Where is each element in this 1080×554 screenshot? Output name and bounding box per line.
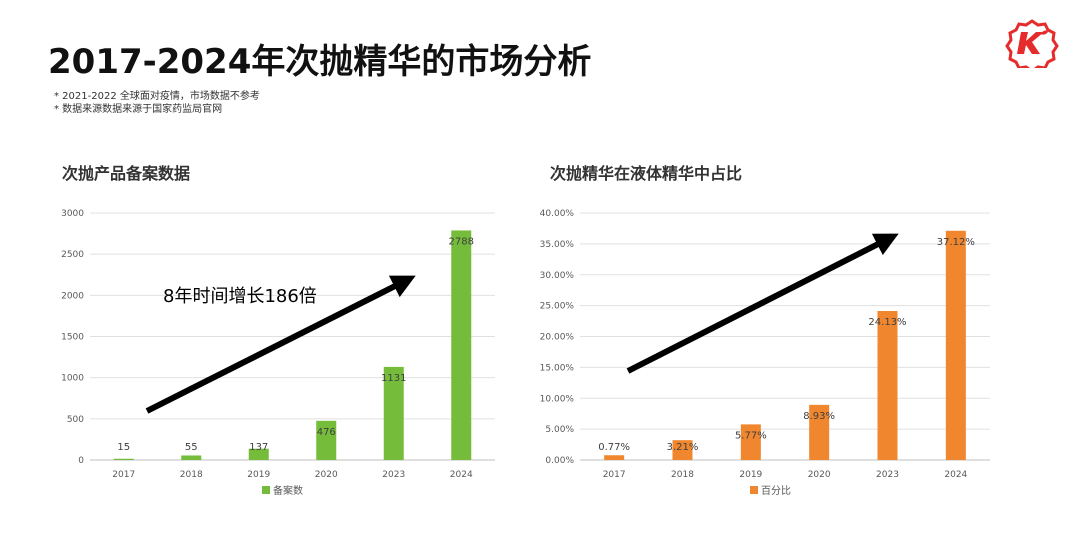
data-label: 137 — [249, 442, 268, 453]
y-tick-label: 40.00% — [540, 209, 575, 219]
x-tick-label: 2017 — [603, 470, 626, 480]
data-label: 5.77% — [735, 430, 767, 441]
bar-2020 — [809, 404, 830, 460]
y-tick-label: 0 — [78, 456, 84, 466]
bar-2023 — [877, 310, 898, 460]
legend-swatch — [750, 486, 758, 494]
y-tick-label: 500 — [67, 415, 84, 425]
y-tick-label: 15.00% — [540, 363, 575, 373]
trend-arrow — [626, 233, 899, 374]
bar-2019 — [740, 424, 761, 460]
legend-label: 百分比 — [761, 485, 791, 497]
note-1: * 2021-2022 全球面对疫情，市场数据不参考 — [54, 91, 260, 102]
bar-2017 — [113, 458, 134, 460]
data-label: 15 — [117, 442, 130, 453]
bar-2024 — [945, 230, 966, 460]
x-tick-label: 2024 — [944, 470, 967, 480]
y-tick-label: 3000 — [61, 209, 84, 219]
page-title: 2017-2024年次抛精华的市场分析 — [48, 42, 592, 82]
x-tick-label: 2023 — [876, 470, 899, 480]
bar-2018 — [672, 440, 693, 460]
y-tick-label: 1000 — [61, 374, 84, 384]
x-tick-label: 2017 — [112, 470, 135, 480]
x-tick-label: 2020 — [315, 470, 338, 480]
y-tick-label: 2500 — [61, 250, 84, 260]
y-tick-label: 5.00% — [545, 425, 574, 435]
chart2-title: 次抛精华在液体精华中占比 — [550, 164, 743, 183]
x-tick-label: 2019 — [247, 470, 270, 480]
data-label: 1131 — [381, 373, 406, 384]
y-tick-label: 10.00% — [540, 394, 575, 404]
data-label: 0.77% — [598, 442, 630, 453]
data-label: 2788 — [449, 236, 474, 247]
data-label: 476 — [317, 427, 336, 438]
x-tick-label: 2018 — [671, 470, 694, 480]
bar-2023 — [383, 366, 404, 460]
y-tick-label: 20.00% — [540, 333, 575, 343]
annotation: 8年时间增长186倍 — [163, 286, 317, 307]
data-label: 24.13% — [868, 317, 906, 328]
y-tick-label: 2000 — [61, 291, 84, 301]
x-tick-label: 2020 — [808, 470, 831, 480]
bar-2020 — [316, 420, 337, 460]
data-label: 37.12% — [937, 237, 975, 248]
data-label: 55 — [185, 442, 198, 453]
bar-2017 — [604, 455, 625, 460]
y-tick-label: 25.00% — [540, 302, 575, 312]
note-2: * 数据来源数据来源于国家药监局官网 — [54, 104, 223, 115]
y-tick-label: 35.00% — [540, 240, 575, 250]
x-tick-label: 2018 — [180, 470, 203, 480]
x-tick-label: 2024 — [450, 470, 473, 480]
bar-2024 — [451, 230, 472, 460]
legend-label: 备案数 — [273, 484, 303, 497]
trend-arrow — [145, 275, 416, 414]
data-label: 8.93% — [803, 411, 835, 422]
chart1-title: 次抛产品备案数据 — [62, 164, 191, 183]
bar-2019 — [248, 448, 269, 460]
bar-2018 — [181, 455, 202, 460]
legend-swatch — [262, 486, 270, 494]
y-tick-label: 1500 — [61, 333, 84, 343]
x-tick-label: 2019 — [739, 470, 762, 480]
data-label: 3.21% — [667, 442, 699, 453]
x-tick-label: 2023 — [382, 470, 405, 480]
y-tick-label: 30.00% — [540, 271, 575, 281]
y-tick-label: 0.00% — [545, 456, 574, 466]
brand-logo-icon — [1005, 19, 1059, 68]
